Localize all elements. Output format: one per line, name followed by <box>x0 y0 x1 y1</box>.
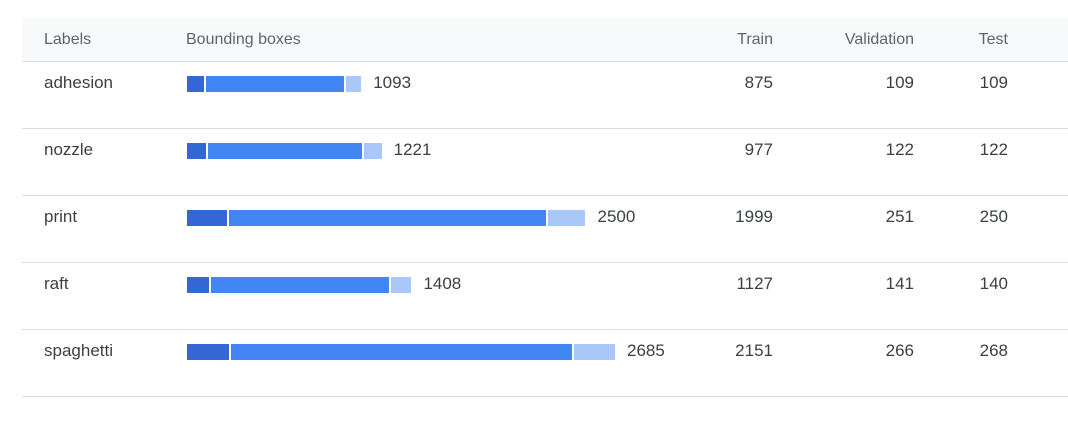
bar-segment-train <box>209 277 390 293</box>
test-count: 140 <box>979 274 1008 293</box>
table-header: Labels Bounding boxes Train Validation T… <box>22 18 1068 62</box>
test-count: 268 <box>979 341 1008 360</box>
test-count: 250 <box>979 207 1008 226</box>
table-row[interactable]: spaghetti 2685 2151 266 268 <box>22 330 1068 397</box>
bar-segment-test <box>545 210 586 226</box>
table-row[interactable]: print 2500 1999 251 250 <box>22 196 1068 263</box>
bbox-total: 1093 <box>373 73 412 92</box>
test-count: 122 <box>979 140 1008 159</box>
validation-count: 266 <box>885 341 914 360</box>
row-label: raft <box>44 274 69 293</box>
bar-segment-train <box>227 210 546 226</box>
header-validation[interactable]: Validation <box>844 31 914 48</box>
bar-segment-validation <box>187 210 227 226</box>
header-test[interactable]: Test <box>978 31 1008 48</box>
bbox-total: 2500 <box>597 207 636 226</box>
row-label: adhesion <box>44 73 114 92</box>
bar-segment-test <box>572 344 615 360</box>
bar-segment-train <box>229 344 573 360</box>
train-count: 1999 <box>735 207 773 226</box>
bar-segment-test <box>362 143 382 159</box>
train-count: 977 <box>744 140 773 159</box>
bbox-bar <box>187 210 586 226</box>
train-count: 1127 <box>736 274 773 293</box>
bbox-bar <box>187 277 412 293</box>
train-count: 875 <box>744 73 773 92</box>
bar-segment-validation <box>187 143 207 159</box>
bar-segment-validation <box>187 344 230 360</box>
train-count: 2151 <box>735 341 773 360</box>
header-bounding-boxes[interactable]: Bounding boxes <box>186 31 301 48</box>
bar-segment-validation <box>187 277 210 293</box>
validation-count: 251 <box>885 207 914 226</box>
row-label: spaghetti <box>44 341 113 360</box>
bar-segment-test <box>389 277 412 293</box>
bbox-total: 1408 <box>423 274 462 293</box>
row-label: print <box>44 207 78 226</box>
bar-segment-test <box>343 76 362 92</box>
labels-table: Labels Bounding boxes Train Validation T… <box>22 18 1068 397</box>
validation-count: 109 <box>885 73 914 92</box>
table-row[interactable]: raft 1408 1127 141 140 <box>22 263 1068 330</box>
bar-segment-validation <box>187 76 205 92</box>
header-labels[interactable]: Labels <box>44 31 92 48</box>
bbox-total: 2685 <box>627 341 665 360</box>
bar-segment-train <box>204 76 344 92</box>
bar-segment-train <box>206 143 363 159</box>
header-train[interactable]: Train <box>737 31 773 48</box>
row-label: nozzle <box>44 140 94 159</box>
bbox-bar <box>187 344 615 360</box>
validation-count: 141 <box>885 274 914 293</box>
bbox-bar <box>187 143 382 159</box>
bbox-bar <box>187 76 362 92</box>
table-row[interactable]: nozzle 1221 977 122 122 <box>22 129 1068 196</box>
table-row[interactable]: adhesion 1093 875 109 109 <box>22 62 1068 129</box>
bbox-total: 1221 <box>393 140 432 159</box>
test-count: 109 <box>979 73 1008 92</box>
validation-count: 122 <box>885 140 914 159</box>
